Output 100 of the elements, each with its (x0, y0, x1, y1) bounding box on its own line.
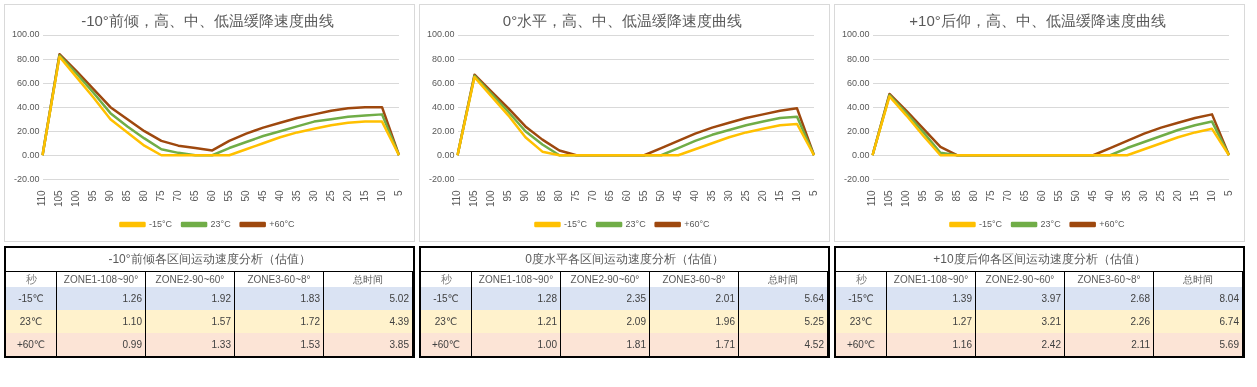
data-label: 2.26 (1064, 310, 1154, 333)
data-label: 1.39 (886, 287, 976, 310)
y-tick-label: 80.00 (17, 53, 40, 64)
legend-label: +60°C (269, 218, 296, 229)
x-tick-label: 85 (536, 189, 548, 202)
x-tick-label: 65 (1019, 189, 1031, 202)
x-tick-label: 45 (1086, 189, 1098, 202)
x-tick-label: 100 (900, 189, 912, 207)
y-tick-label: 23℃ (6, 310, 57, 333)
y-axis-title: 秒 (836, 272, 887, 287)
x-tick-label: 110 (36, 189, 48, 207)
x-tick-label: 95 (917, 189, 929, 202)
data-label: 5.64 (738, 287, 828, 310)
x-tick-label: 70 (1002, 189, 1014, 202)
x-tick-label: 20 (756, 189, 768, 202)
y-tick-label: 60.00 (432, 77, 455, 88)
x-tick-label: 15 (773, 189, 785, 202)
legend-label: +60°C (684, 218, 711, 229)
x-tick-label: ZONE1-108~90° (471, 272, 561, 287)
x-tick-label: 60 (206, 189, 218, 202)
x-tick-label: 40 (688, 189, 700, 202)
x-tick-label: 100 (485, 189, 497, 207)
x-tick-label: ZONE2-90~60° (145, 272, 235, 287)
y-tick-label: 80.00 (432, 53, 455, 64)
x-tick-label: 总时间 (738, 272, 828, 287)
x-tick-label: 110 (451, 189, 463, 207)
legend-label: -15°C (978, 218, 1003, 229)
x-tick-label: 55 (1053, 189, 1064, 202)
x-tick-label: 60 (621, 189, 633, 202)
legend-label: -15°C (563, 218, 588, 229)
x-tick-label: 总时间 (323, 272, 413, 287)
x-tick-label: 5 (807, 189, 819, 196)
legend-label: 23°C (210, 218, 232, 229)
x-tick-label: 5 (1222, 189, 1234, 196)
x-tick-label: 80 (968, 189, 980, 202)
y-tick-label: 80.00 (847, 53, 870, 64)
data-label: 6.74 (1153, 310, 1243, 333)
y-tick-label: 100.00 (427, 29, 455, 40)
y-tick-label: 20.00 (847, 125, 870, 136)
x-tick-label: 105 (883, 189, 895, 207)
y-tick-label: 60.00 (17, 77, 40, 88)
x-tick-label: 90 (104, 189, 116, 202)
data-label: 5.02 (323, 287, 413, 310)
x-tick-label: 105 (53, 189, 65, 207)
y-tick-label: 23℃ (836, 310, 887, 333)
x-tick-label: 20 (341, 189, 353, 202)
data-label: 1.10 (56, 310, 146, 333)
data-label: 2.68 (1064, 287, 1154, 310)
x-tick-label: 90 (519, 189, 531, 202)
chart-title: +10°后仰，高、中、低温缓降速度曲线 (909, 12, 1166, 30)
x-tick-label: 50 (654, 189, 666, 202)
x-tick-label: 25 (739, 189, 751, 202)
legend-label: 23°C (1040, 218, 1062, 229)
x-tick-label: 110 (866, 189, 878, 207)
y-tick-label: 20.00 (17, 125, 40, 136)
x-tick-label: 85 (951, 189, 963, 202)
x-tick-label: 70 (172, 189, 184, 202)
x-tick-label: 95 (87, 189, 99, 202)
y-axis-title: 秒 (6, 272, 57, 287)
x-tick-label: 35 (705, 189, 717, 202)
x-tick-label: 30 (722, 189, 734, 202)
x-tick-label: 75 (985, 189, 997, 202)
x-tick-label: ZONE1-108~90° (56, 272, 146, 287)
data-label: 3.21 (975, 310, 1065, 333)
chart-title: +10度后仰各区间运动速度分析（估值） (836, 248, 1243, 272)
x-tick-label: ZONE3-60~8° (1064, 272, 1154, 287)
chart-title: -10°前倾各区间运动速度分析（估值） (6, 248, 413, 272)
x-tick-label: 75 (570, 189, 582, 202)
data-label: 0.99 (56, 333, 146, 356)
data-label: 1.28 (471, 287, 561, 310)
x-tick-label: 75 (155, 189, 167, 202)
x-tick-label: 25 (1154, 189, 1166, 202)
x-tick-label: 40 (1103, 189, 1115, 202)
x-tick-label: 65 (189, 189, 201, 202)
x-tick-label: 105 (468, 189, 480, 207)
data-label: 1.83 (234, 287, 324, 310)
y-tick-label: +60℃ (6, 333, 57, 356)
x-tick-label: 35 (1120, 189, 1132, 202)
y-tick-label: 40.00 (847, 101, 870, 112)
data-label: 4.39 (323, 310, 413, 333)
data-label: 1.16 (886, 333, 976, 356)
y-tick-label: -15℃ (6, 287, 57, 310)
y-tick-label: 0.00 (852, 149, 870, 160)
x-tick-label: 60 (1036, 189, 1048, 202)
x-tick-label: 80 (138, 189, 150, 202)
y-tick-label: 100.00 (842, 29, 870, 40)
data-label: 2.11 (1064, 333, 1154, 356)
y-tick-label: 100.00 (12, 29, 40, 40)
data-label: 1.27 (886, 310, 976, 333)
data-label: 1.72 (234, 310, 324, 333)
x-tick-label: ZONE2-90~60° (975, 272, 1065, 287)
x-tick-label: 总时间 (1153, 272, 1243, 287)
y-tick-label: 23℃ (421, 310, 472, 333)
data-label: 5.25 (738, 310, 828, 333)
data-label: 8.04 (1153, 287, 1243, 310)
chart-title: -10°前倾，高、中、低温缓降速度曲线 (81, 12, 334, 30)
data-label: 1.71 (649, 333, 739, 356)
y-tick-label: 40.00 (432, 101, 455, 112)
y-tick-label: -20.00 (14, 173, 40, 184)
x-tick-label: 35 (290, 189, 302, 202)
